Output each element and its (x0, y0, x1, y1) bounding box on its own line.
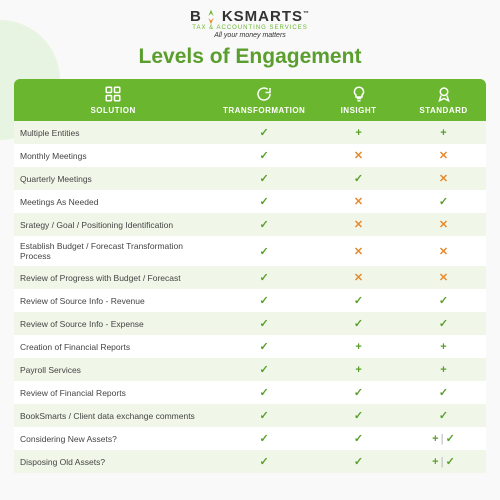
feature-cell: Review of Source Info - Expense (14, 312, 212, 335)
brand-header: BKSMARTS™ TAX & ACCOUNTING SERVICES All … (14, 8, 486, 39)
feature-cell: Establish Budget / Forecast Transformati… (14, 236, 212, 266)
feature-cell: BookSmarts / Client data exchange commen… (14, 404, 212, 427)
feature-cell: Payroll Services (14, 358, 212, 381)
feature-cell: Review of Financial Reports (14, 381, 212, 404)
transformation-cell: ✓ (212, 190, 316, 213)
table-row: Quarterly Meetings✓✓✕ (14, 167, 486, 190)
insight-cell: ✓ (316, 427, 401, 450)
insight-cell: ✕ (316, 266, 401, 289)
table-row: BookSmarts / Client data exchange commen… (14, 404, 486, 427)
transformation-cell: ✓ (212, 312, 316, 335)
standard-cell: +|✓ (401, 450, 486, 473)
col-standard: STANDARD (401, 79, 486, 121)
insight-cell: + (316, 358, 401, 381)
standard-cell: ✕ (401, 144, 486, 167)
standard-cell: ✓ (401, 381, 486, 404)
standard-cell: ✓ (401, 289, 486, 312)
col-transformation-label: TRANSFORMATION (223, 106, 305, 115)
transformation-cell: ✓ (212, 266, 316, 289)
insight-cell: ✓ (316, 167, 401, 190)
transformation-cell: ✓ (212, 213, 316, 236)
insight-cell: ✓ (316, 312, 401, 335)
insight-cell: ✕ (316, 190, 401, 213)
transformation-cell: ✓ (212, 358, 316, 381)
brand-logo-icon (202, 8, 220, 26)
standard-cell: ✕ (401, 167, 486, 190)
insight-cell: ✕ (316, 144, 401, 167)
refresh-icon (255, 85, 273, 103)
standard-cell: +|✓ (401, 427, 486, 450)
col-transformation: TRANSFORMATION (212, 79, 316, 121)
transformation-cell: ✓ (212, 335, 316, 358)
standard-cell: + (401, 335, 486, 358)
transformation-cell: ✓ (212, 289, 316, 312)
standard-cell: + (401, 358, 486, 381)
transformation-cell: ✓ (212, 381, 316, 404)
table-row: Meetings As Needed✓✕✓ (14, 190, 486, 213)
engagement-table: SOLUTION TRANSFORMATION INSIGHT STANDARD… (14, 79, 486, 473)
standard-cell: ✕ (401, 213, 486, 236)
col-standard-label: STANDARD (419, 106, 467, 115)
col-insight: INSIGHT (316, 79, 401, 121)
table-row: Review of Source Info - Revenue✓✓✓ (14, 289, 486, 312)
table-row: Multiple Entities✓++ (14, 121, 486, 144)
feature-cell: Creation of Financial Reports (14, 335, 212, 358)
table-row: Creation of Financial Reports✓++ (14, 335, 486, 358)
transformation-cell: ✓ (212, 450, 316, 473)
col-solution: SOLUTION (14, 79, 212, 121)
standard-cell: ✕ (401, 236, 486, 266)
feature-cell: Monthly Meetings (14, 144, 212, 167)
transformation-cell: ✓ (212, 144, 316, 167)
table-row: Monthly Meetings✓✕✕ (14, 144, 486, 167)
standard-cell: ✓ (401, 312, 486, 335)
feature-cell: Considering New Assets? (14, 427, 212, 450)
standard-cell: + (401, 121, 486, 144)
table-row: Review of Financial Reports✓✓✓ (14, 381, 486, 404)
transformation-cell: ✓ (212, 167, 316, 190)
insight-cell: ✓ (316, 450, 401, 473)
badge-icon (435, 85, 453, 103)
feature-cell: Meetings As Needed (14, 190, 212, 213)
table-row: Payroll Services✓++ (14, 358, 486, 381)
insight-cell: ✕ (316, 236, 401, 266)
transformation-cell: ✓ (212, 236, 316, 266)
insight-cell: ✕ (316, 213, 401, 236)
page-content: BKSMARTS™ TAX & ACCOUNTING SERVICES All … (0, 0, 500, 481)
transformation-cell: ✓ (212, 404, 316, 427)
standard-cell: ✓ (401, 404, 486, 427)
col-solution-label: SOLUTION (90, 106, 135, 115)
grid-icon (104, 85, 122, 103)
standard-cell: ✓ (401, 190, 486, 213)
brand-name: BKSMARTS™ (14, 8, 486, 26)
lightbulb-icon (350, 85, 368, 103)
brand-subtitle: TAX & ACCOUNTING SERVICES (14, 25, 486, 31)
table-row: Establish Budget / Forecast Transformati… (14, 236, 486, 266)
feature-cell: Quarterly Meetings (14, 167, 212, 190)
table-row: Review of Progress with Budget / Forecas… (14, 266, 486, 289)
feature-cell: Srategy / Goal / Positioning Identificat… (14, 213, 212, 236)
table-body: Multiple Entities✓++Monthly Meetings✓✕✕Q… (14, 121, 486, 473)
brand-tagline: All your money matters (14, 32, 486, 39)
insight-cell: ✓ (316, 381, 401, 404)
feature-cell: Multiple Entities (14, 121, 212, 144)
brand-pre: B (190, 8, 202, 25)
feature-cell: Review of Source Info - Revenue (14, 289, 212, 312)
standard-cell: ✕ (401, 266, 486, 289)
feature-cell: Disposing Old Assets? (14, 450, 212, 473)
insight-cell: ✓ (316, 289, 401, 312)
insight-cell: + (316, 335, 401, 358)
brand-post: KSMARTS (222, 8, 303, 25)
table-row: Disposing Old Assets?✓✓+|✓ (14, 450, 486, 473)
table-row: Review of Source Info - Expense✓✓✓ (14, 312, 486, 335)
page-title: Levels of Engagement (14, 45, 486, 69)
table-row: Considering New Assets?✓✓+|✓ (14, 427, 486, 450)
transformation-cell: ✓ (212, 427, 316, 450)
feature-cell: Review of Progress with Budget / Forecas… (14, 266, 212, 289)
table-row: Srategy / Goal / Positioning Identificat… (14, 213, 486, 236)
col-insight-label: INSIGHT (341, 106, 377, 115)
table-header-row: SOLUTION TRANSFORMATION INSIGHT STANDARD (14, 79, 486, 121)
insight-cell: ✓ (316, 404, 401, 427)
transformation-cell: ✓ (212, 121, 316, 144)
insight-cell: + (316, 121, 401, 144)
